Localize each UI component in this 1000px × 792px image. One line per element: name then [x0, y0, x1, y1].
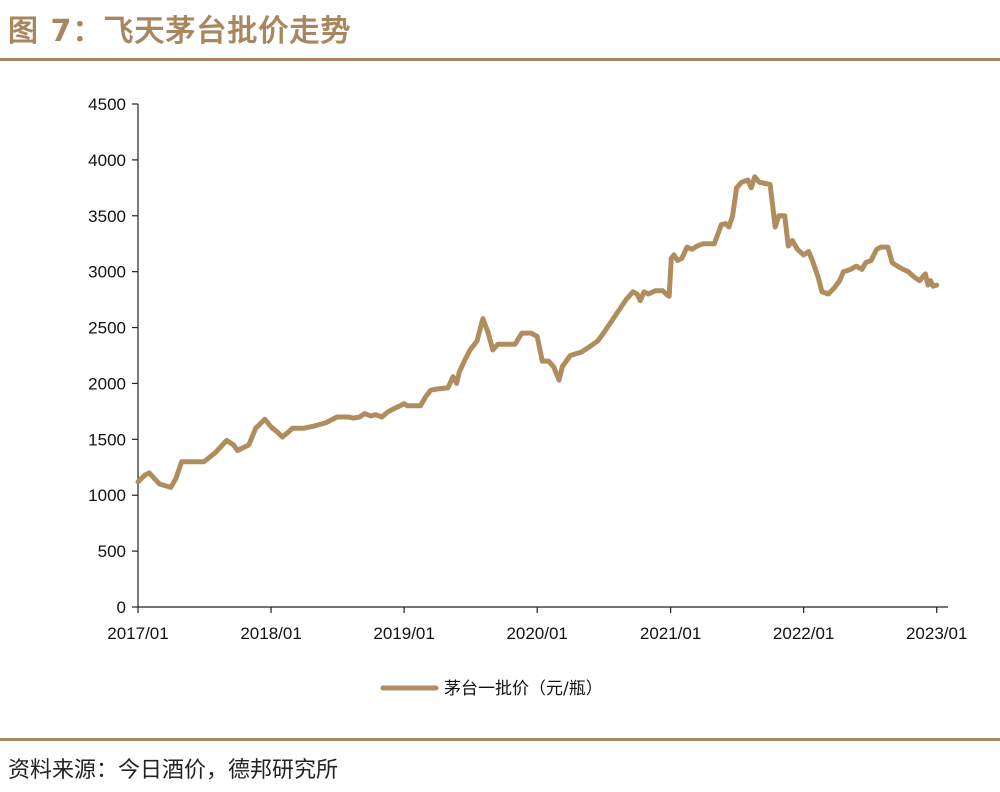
legend: 茅台一批价（元/瓶） — [380, 679, 603, 699]
bottom-divider — [0, 738, 1000, 741]
y-tick-label: 1000 — [88, 486, 126, 505]
y-tick-label: 1500 — [88, 430, 126, 449]
top-divider — [0, 58, 1000, 61]
x-axis: 2017/01 2018/01 2019/01 2020/01 2021/01 2022/… — [107, 606, 967, 643]
x-tick-label: 2017/01 — [107, 624, 168, 643]
figure-title: 图 7：飞天茅台批价走势 — [8, 14, 352, 49]
y-axis: 0 500 1000 1500 2000 2500 3000 3500 4000 4500 — [88, 95, 139, 617]
legend-label: 茅台一批价（元/瓶） — [444, 679, 603, 699]
x-tick-label: 2021/01 — [640, 624, 701, 643]
y-tick-label: 500 — [98, 542, 126, 561]
y-tick-label: 4000 — [88, 151, 126, 170]
series-line — [135, 174, 940, 490]
y-tick-label: 2500 — [88, 319, 126, 338]
x-tick-label: 2019/01 — [373, 624, 434, 643]
x-tick-label: 2022/01 — [773, 624, 834, 643]
y-tick-label: 3000 — [88, 263, 126, 282]
x-tick-label: 2018/01 — [240, 624, 301, 643]
y-tick-label: 4500 — [88, 95, 126, 114]
y-tick-label: 2000 — [88, 374, 126, 393]
line-chart: 0 500 1000 1500 2000 2500 3000 3500 4000 4500 201… — [88, 95, 967, 699]
y-tick-label: 3500 — [88, 207, 126, 226]
x-tick-label: 2023/01 — [906, 624, 967, 643]
source-note: 资料来源：今日酒价，德邦研究所 — [8, 758, 339, 783]
y-tick-label: 0 — [117, 598, 126, 617]
series-layer — [135, 174, 940, 490]
x-tick-label: 2020/01 — [506, 624, 567, 643]
